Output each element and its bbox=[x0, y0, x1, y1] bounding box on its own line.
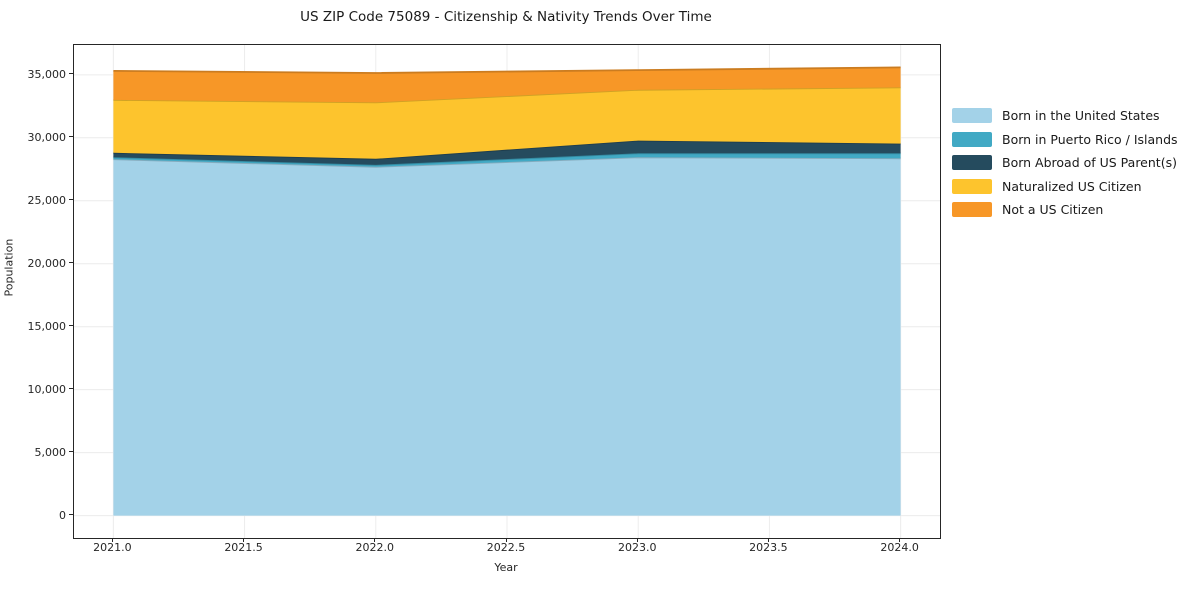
legend-label: Born in Puerto Rico / Islands bbox=[1002, 131, 1178, 147]
area-series bbox=[113, 157, 901, 516]
legend-swatch-icon bbox=[952, 202, 992, 218]
area-series bbox=[113, 87, 901, 159]
legend-label: Born in the United States bbox=[1002, 108, 1160, 124]
x-tick-label: 2022.0 bbox=[355, 541, 395, 554]
legend-swatch-icon bbox=[952, 108, 992, 124]
x-tick-label: 2023.5 bbox=[749, 541, 788, 554]
x-tick-mark bbox=[111, 538, 113, 542]
area-series bbox=[113, 140, 901, 165]
y-tick-mark bbox=[69, 451, 73, 453]
x-tick-mark bbox=[899, 538, 901, 542]
y-tick-label: 15,000 bbox=[27, 319, 67, 333]
legend-item: Born Abroad of US Parent(s) bbox=[952, 151, 1178, 175]
y-tick-mark bbox=[69, 136, 73, 138]
x-tick-label: 2024.0 bbox=[880, 541, 919, 554]
legend-item: Not a US Citizen bbox=[952, 198, 1178, 222]
legend-item: Born in Puerto Rico / Islands bbox=[952, 128, 1178, 152]
y-tick-label: 25,000 bbox=[27, 193, 67, 207]
y-axis-label: Population bbox=[2, 238, 16, 297]
legend-swatch-icon bbox=[952, 178, 992, 194]
y-tick-mark bbox=[69, 514, 73, 516]
legend-label: Not a US Citizen bbox=[1002, 202, 1104, 218]
y-tick-mark bbox=[69, 199, 73, 201]
legend-swatch-icon bbox=[952, 131, 992, 147]
y-tick-label: 5,000 bbox=[34, 445, 67, 459]
legend-item: Naturalized US Citizen bbox=[952, 175, 1178, 199]
area-series bbox=[113, 67, 901, 103]
x-tick-label: 2021.5 bbox=[224, 541, 263, 554]
y-tick-mark bbox=[69, 262, 73, 264]
legend: Born in the United States Born in Puerto … bbox=[952, 104, 1178, 222]
legend-item: Born in the United States bbox=[952, 104, 1178, 128]
x-tick-mark bbox=[243, 538, 245, 542]
x-tick-mark bbox=[767, 538, 769, 542]
x-tick-mark bbox=[636, 538, 638, 542]
y-tick-label: 35,000 bbox=[27, 67, 67, 81]
y-tick-mark bbox=[69, 73, 73, 75]
y-tick-mark bbox=[69, 388, 73, 390]
x-axis-label: Year bbox=[494, 561, 518, 574]
area-chart-svg bbox=[74, 45, 940, 538]
legend-label: Naturalized US Citizen bbox=[1002, 178, 1142, 194]
x-tick-mark bbox=[505, 538, 507, 542]
y-tick-label: 30,000 bbox=[27, 130, 67, 144]
x-tick-label: 2022.5 bbox=[486, 541, 526, 554]
x-tick-label: 2023.0 bbox=[617, 541, 657, 554]
plot-area bbox=[73, 44, 941, 539]
y-tick-label: 10,000 bbox=[27, 382, 67, 396]
area-series-edge bbox=[113, 66, 901, 74]
chart-title: US ZIP Code 75089 - Citizenship & Nativi… bbox=[300, 9, 712, 25]
y-tick-label: 20,000 bbox=[27, 256, 67, 270]
x-tick-mark bbox=[374, 538, 376, 542]
legend-label: Born Abroad of US Parent(s) bbox=[1002, 155, 1177, 171]
y-tick-mark bbox=[69, 325, 73, 327]
legend-swatch-icon bbox=[952, 155, 992, 171]
y-tick-label: 0 bbox=[59, 508, 66, 522]
x-tick-label: 2021.0 bbox=[93, 541, 132, 554]
